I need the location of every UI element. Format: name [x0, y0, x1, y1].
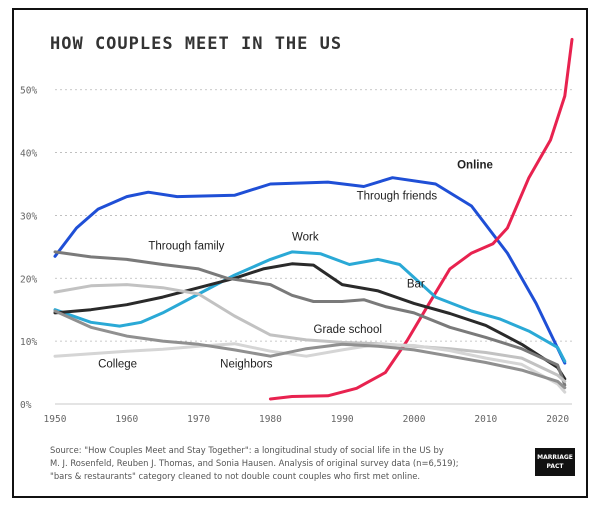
- series-label-through-family: Through family: [148, 240, 224, 252]
- x-tick-label-4: 1990: [331, 414, 354, 425]
- series-label-college: College: [98, 359, 137, 371]
- x-tick-label-6: 2010: [474, 414, 497, 425]
- source-line-1: Source: "How Couples Meet and Stay Toget…: [50, 445, 444, 455]
- x-tick-label-1: 1960: [115, 414, 138, 425]
- y-tick-label-4: 40%: [20, 149, 37, 160]
- series-line-neighbors: [53, 309, 567, 390]
- x-tick-label-3: 1980: [259, 414, 282, 425]
- series-label-grade-school: Grade school: [314, 324, 382, 336]
- series-line-work: [53, 250, 567, 363]
- series-line-bar: [53, 262, 567, 381]
- series-line-through-family: [53, 250, 567, 387]
- source-note: Source: "How Couples Meet and Stay Toget…: [50, 444, 520, 483]
- logo-line-1: MARRIAGE: [537, 454, 573, 461]
- y-tick-label-2: 20%: [20, 274, 37, 285]
- source-line-3: "bars & restaurants" category cleaned to…: [50, 471, 421, 481]
- series-label-through-friends: Through friends: [357, 191, 438, 203]
- y-tick-label-0: 0%: [20, 400, 32, 411]
- y-tick-label-3: 30%: [20, 211, 37, 222]
- series-line-grade-school: [53, 283, 567, 383]
- series-line-online: [268, 37, 574, 401]
- source-line-2: M. J. Rosenfeld, Reuben J. Thomas, and S…: [50, 458, 459, 468]
- series-label-bar: Bar: [407, 279, 425, 291]
- x-tick-label-5: 2000: [403, 414, 426, 425]
- series-label-work: Work: [292, 232, 319, 244]
- x-tick-label-7: 2020: [546, 414, 569, 425]
- x-tick-label-2: 1970: [187, 414, 210, 425]
- y-tick-label-5: 50%: [20, 86, 37, 97]
- marriage-pact-logo: MARRIAGE PACT: [535, 448, 575, 476]
- series-line-college: [53, 342, 567, 394]
- y-tick-label-1: 10%: [20, 337, 37, 348]
- series-label-online: Online: [457, 159, 493, 171]
- chart-title: HOW COUPLES MEET IN THE US: [50, 34, 343, 54]
- series-line-through-friends: [53, 176, 567, 365]
- logo-line-2: PACT: [546, 463, 564, 470]
- series-label-neighbors: Neighbors: [220, 359, 273, 371]
- x-tick-label-0: 1950: [44, 414, 67, 425]
